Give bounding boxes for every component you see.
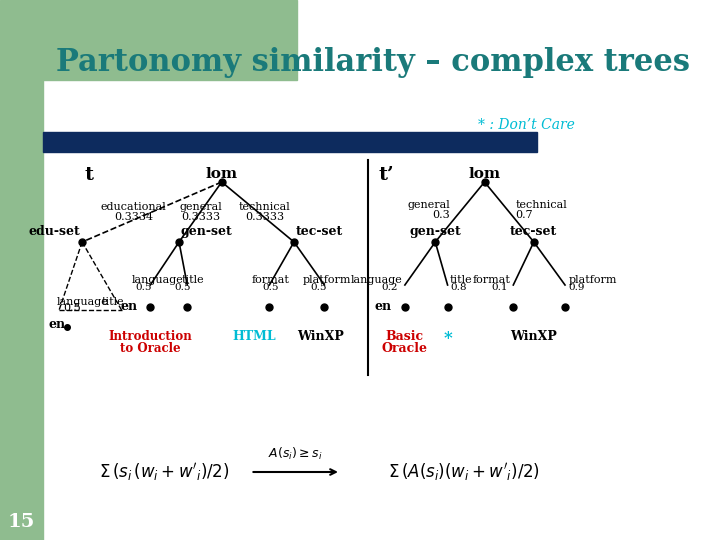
Text: 0.2: 0.2	[382, 282, 398, 292]
Text: 0.3: 0.3	[432, 210, 450, 220]
Text: WinXP: WinXP	[297, 330, 343, 343]
Text: gen-set: gen-set	[181, 225, 233, 238]
Text: $\Sigma\,(A(s_i)(w_i + w'_i)/2)$: $\Sigma\,(A(s_i)(w_i + w'_i)/2)$	[388, 461, 540, 483]
Text: $A(s_i) \geq s_i$: $A(s_i) \geq s_i$	[269, 446, 323, 462]
Text: lom: lom	[469, 167, 500, 181]
Bar	[0, 0, 42, 540]
Text: tec-set: tec-set	[296, 225, 343, 238]
Bar	[42, 132, 537, 152]
Text: Introduction: Introduction	[109, 330, 192, 343]
Text: WinXP: WinXP	[510, 330, 557, 343]
Text: format: format	[252, 275, 290, 285]
Text: $\Sigma\,(s_i\,(w_i + w'_i)/2)$: $\Sigma\,(s_i\,(w_i + w'_i)/2)$	[99, 461, 230, 483]
Text: language: language	[132, 275, 184, 285]
Text: *: *	[444, 330, 452, 347]
Text: Oracle: Oracle	[382, 342, 428, 355]
Text: educational: educational	[101, 202, 167, 212]
Text: 0.3333: 0.3333	[181, 212, 221, 222]
Text: 0.5: 0.5	[310, 282, 327, 292]
Text: lom: lom	[206, 167, 238, 181]
Text: gen-set: gen-set	[410, 225, 461, 238]
Text: 0.7: 0.7	[516, 210, 534, 220]
Text: edu-set: edu-set	[29, 225, 81, 238]
Text: 0.5: 0.5	[63, 303, 81, 313]
Text: Basic: Basic	[386, 330, 424, 343]
Text: general: general	[408, 200, 450, 210]
Text: HTML: HTML	[233, 330, 276, 343]
Text: title: title	[102, 297, 125, 307]
Text: t’: t’	[378, 166, 394, 184]
Text: en: en	[121, 300, 138, 314]
Text: t: t	[84, 166, 93, 184]
Text: * : Don’t Care: * : Don’t Care	[478, 118, 575, 132]
Text: en: en	[374, 300, 392, 314]
Text: platform: platform	[302, 275, 351, 285]
Text: Partonomy similarity – complex trees: Partonomy similarity – complex trees	[56, 46, 690, 78]
Text: general: general	[180, 202, 222, 212]
Text: language: language	[56, 297, 108, 307]
Text: en: en	[48, 319, 66, 332]
Text: 0.3334: 0.3334	[114, 212, 153, 222]
Text: to Oracle: to Oracle	[120, 342, 181, 355]
Text: 0.8: 0.8	[450, 282, 467, 292]
Text: 15: 15	[8, 513, 35, 531]
Text: 0.5: 0.5	[135, 282, 152, 292]
Text: 0.3333: 0.3333	[245, 212, 284, 222]
Text: platform: platform	[568, 275, 617, 285]
Text: 0.1: 0.1	[491, 282, 508, 292]
Text: tec-set: tec-set	[510, 225, 557, 238]
Bar	[42, 0, 297, 80]
Text: title: title	[181, 275, 204, 285]
Text: technical: technical	[516, 200, 567, 210]
Text: technical: technical	[238, 202, 290, 212]
Text: 0.9: 0.9	[568, 282, 585, 292]
Text: format: format	[473, 275, 510, 285]
Text: language: language	[351, 275, 402, 285]
Text: title: title	[450, 275, 472, 285]
Text: 0.5: 0.5	[263, 282, 279, 292]
Text: 0.5: 0.5	[174, 282, 191, 292]
